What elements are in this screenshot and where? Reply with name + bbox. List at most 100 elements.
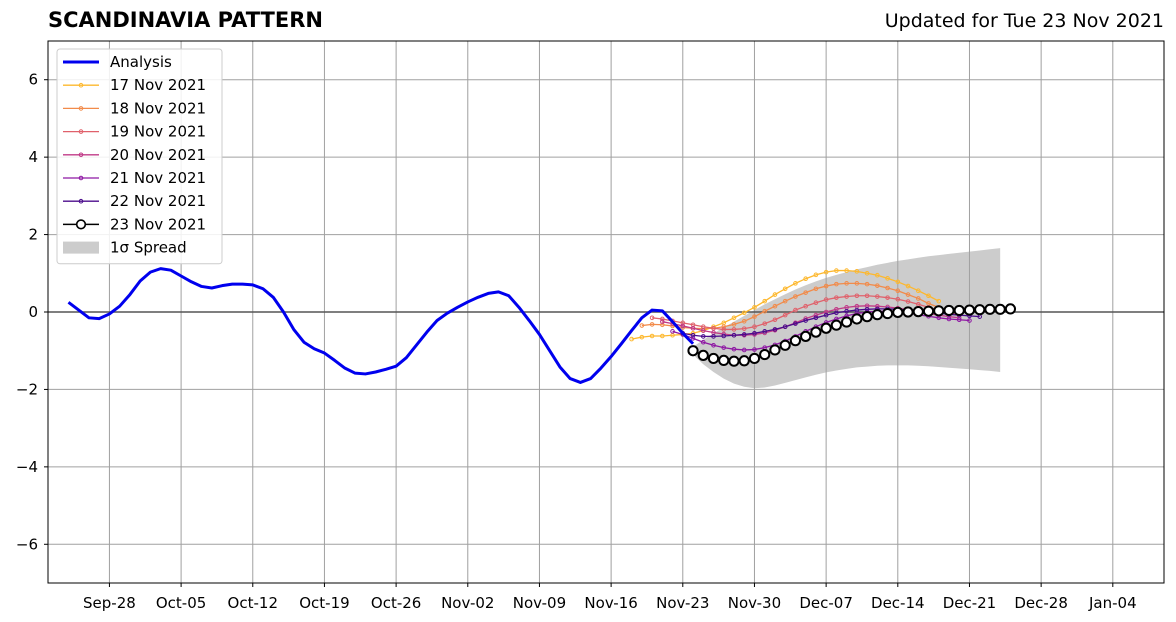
x-tick-label: Dec-07 [799, 594, 853, 612]
series-point [731, 346, 737, 352]
series-point [810, 326, 822, 338]
series-point [738, 355, 750, 367]
series-point [936, 298, 942, 304]
series-point [793, 281, 798, 286]
series-point [800, 330, 812, 342]
series-point [871, 309, 883, 321]
series-point [793, 321, 798, 326]
series-point [885, 285, 890, 291]
legend-marker [78, 198, 84, 204]
x-tick-label: Nov-02 [441, 594, 494, 612]
series-point [762, 298, 767, 304]
x-tick-label: Oct-12 [228, 594, 278, 612]
legend-entry: 1σ Spread [63, 239, 187, 257]
series-point [741, 326, 747, 331]
x-tick-label: Oct-05 [156, 594, 206, 612]
series-point [841, 316, 853, 328]
series-point [820, 322, 832, 334]
legend-marker [78, 129, 84, 134]
series-point [813, 315, 819, 321]
series-point [895, 296, 901, 302]
legend-entry: Analysis [63, 53, 172, 71]
legend-marker [78, 152, 84, 158]
series-point [834, 295, 839, 300]
series-point [994, 303, 1006, 315]
series-point [875, 303, 880, 309]
legend-label: Analysis [110, 53, 172, 71]
legend-entry: 22 Nov 2021 [63, 192, 206, 210]
series-point [711, 334, 716, 339]
series-point [905, 283, 911, 289]
series-point [803, 290, 808, 295]
legend-label: 21 Nov 2021 [110, 169, 206, 187]
series-point [731, 322, 737, 327]
series-point [707, 352, 720, 365]
y-tick-label: 6 [28, 71, 38, 89]
series-line [651, 295, 960, 331]
series-point [974, 304, 986, 316]
series-point [782, 298, 788, 304]
series-point [711, 342, 716, 348]
series-point [660, 316, 665, 322]
analysis-line [67, 267, 695, 384]
legend-label: 18 Nov 2021 [110, 99, 206, 117]
series-point [639, 334, 645, 340]
series-point [789, 335, 802, 347]
series-point [844, 308, 849, 314]
series-point [731, 332, 737, 338]
series-point [649, 333, 655, 339]
series-point [830, 319, 842, 331]
series-point [762, 329, 767, 334]
legend-entry: 18 Nov 2021 [63, 99, 206, 117]
series-point [660, 333, 665, 339]
series-point [762, 321, 767, 326]
series-point [748, 352, 761, 365]
legend-label: 1σ Spread [110, 239, 187, 257]
series-point [813, 300, 819, 306]
legend-swatch [63, 241, 99, 254]
series-point [943, 304, 955, 317]
x-tick-label: Oct-26 [371, 594, 421, 612]
series-point [933, 305, 945, 317]
series-point [813, 312, 819, 318]
legend-label: 17 Nov 2021 [110, 76, 206, 94]
series-point [946, 316, 952, 322]
legend-entry: 17 Nov 2021 [63, 76, 206, 94]
tick-layer: Sep-28 Oct-05 Oct-12 Oct-19 Oct-26 Nov-02 Nov-… [16, 71, 1137, 612]
series-point [649, 322, 655, 327]
series-point [851, 313, 863, 325]
legend-label: 20 Nov 2021 [110, 146, 206, 164]
x-tick-label: Nov-09 [513, 594, 566, 612]
series-point [861, 311, 873, 323]
y-tick-label: 2 [28, 226, 38, 244]
series-layer [67, 267, 1017, 384]
series-point [823, 283, 829, 289]
legend-entry: 21 Nov 2021 [63, 169, 206, 187]
series-point [854, 307, 860, 313]
series-point [731, 315, 737, 321]
series-point [752, 324, 757, 330]
legend-box [56, 48, 223, 265]
series-point [731, 327, 737, 332]
series-point [854, 293, 860, 299]
series-point [967, 318, 972, 323]
series-point [782, 324, 788, 330]
x-tick-label: Nov-30 [728, 594, 781, 612]
series-point [823, 312, 829, 318]
series-point [915, 296, 921, 301]
series-point [741, 310, 747, 316]
series-point [905, 299, 911, 304]
x-tick-label: Dec-14 [871, 594, 925, 612]
chart-title: SCANDINAVIA PATTERN [48, 8, 323, 32]
series-point [813, 286, 819, 292]
x-tick-label: Oct-19 [299, 594, 349, 612]
series-point [690, 332, 696, 338]
series-point [772, 292, 778, 297]
series-point [670, 329, 675, 334]
series-point [700, 339, 706, 345]
series-point [915, 288, 921, 294]
series-point [926, 293, 931, 299]
legend-marker [75, 219, 87, 230]
series-point [793, 294, 798, 299]
